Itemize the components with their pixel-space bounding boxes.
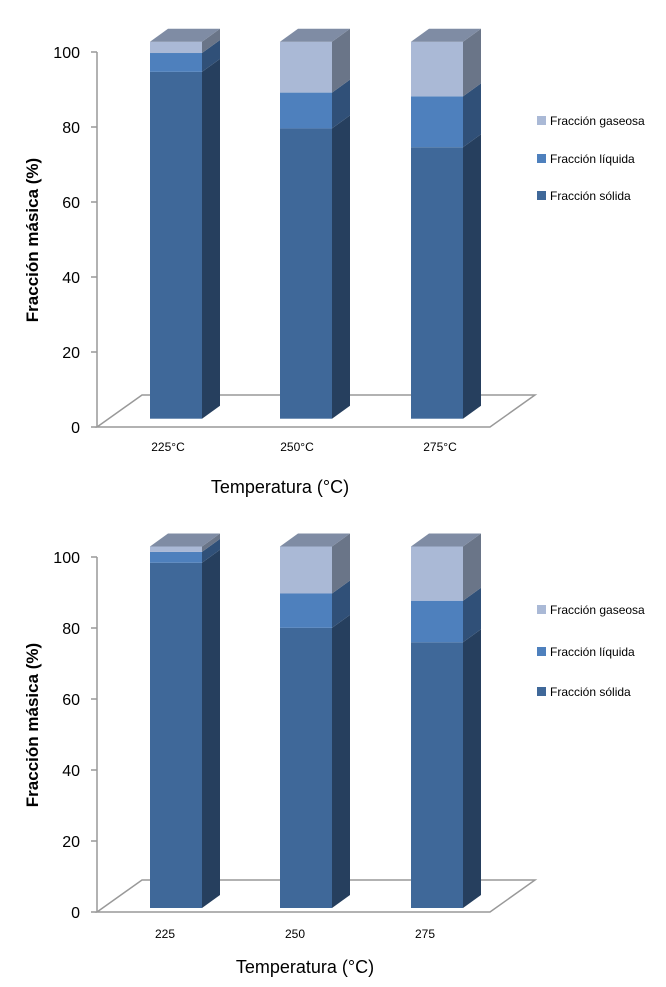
legend-swatch — [537, 116, 546, 125]
bar-segment-0 — [280, 627, 332, 908]
bar-top — [150, 533, 220, 547]
chart-floor — [94, 879, 538, 913]
x-tick-label: 275 — [415, 927, 435, 941]
bar-top — [150, 28, 220, 42]
bar-segment-1 — [280, 92, 332, 129]
bar-segment-2 — [411, 546, 463, 601]
bar-side-2 — [463, 28, 481, 97]
y-tick-label: 20 — [62, 345, 80, 362]
bar-side-0 — [202, 58, 220, 419]
y-tick-label: 20 — [62, 834, 80, 851]
legend-label: Fracción sólida — [550, 685, 631, 699]
bar-top — [411, 28, 481, 42]
bar-side-2 — [202, 533, 220, 552]
x-axis-title: Temperatura (°C) — [211, 477, 349, 497]
legend-swatch — [537, 605, 546, 614]
x-tick-label: 250 — [285, 927, 305, 941]
x-tick-label: 225°C — [151, 440, 185, 454]
bar-side-0 — [332, 614, 350, 908]
bar-side-1 — [463, 83, 481, 148]
x-tick-label: 275°C — [423, 440, 457, 454]
bar-segment-1 — [150, 551, 202, 563]
bar-side-1 — [332, 79, 350, 129]
bar-side-2 — [332, 533, 350, 594]
bar-top — [280, 533, 350, 547]
y-tick-label: 40 — [62, 270, 80, 287]
bar-top — [280, 28, 350, 42]
bar-top — [411, 533, 481, 547]
x-tick-label: 250°C — [280, 440, 314, 454]
chart-floor — [94, 394, 538, 428]
x-tick-label: 225 — [155, 927, 175, 941]
bar-side-1 — [202, 538, 220, 563]
legend-label: Fracción sólida — [550, 189, 631, 203]
y-tick-label: 100 — [53, 45, 80, 62]
y-tick-label: 0 — [71, 420, 80, 437]
legend-swatch — [537, 154, 546, 163]
bar-side-0 — [463, 629, 481, 908]
bar-segment-2 — [150, 41, 202, 54]
bar-segment-1 — [411, 600, 463, 643]
bar-segment-1 — [411, 96, 463, 148]
bar-segment-2 — [150, 546, 202, 552]
bar-segment-0 — [411, 642, 463, 908]
y-tick-label: 60 — [62, 195, 80, 212]
legend-label: Fracción líquida — [550, 152, 635, 166]
bar-segment-0 — [150, 562, 202, 908]
legend-label: Fracción gaseosa — [550, 603, 645, 617]
bar-side-2 — [202, 28, 220, 54]
bar-side-1 — [463, 587, 481, 643]
bar-segment-2 — [411, 41, 463, 97]
legend-swatch — [537, 687, 546, 696]
y-tick-label: 40 — [62, 763, 80, 780]
x-axis-title: Temperatura (°C) — [236, 957, 374, 977]
y-axis-title: Fracción másica (%) — [23, 643, 42, 807]
bar-side-0 — [202, 549, 220, 908]
chart-2: 0 20 40 60 80 100 225 250 275 Temperatura (°C) Fra… — [23, 533, 645, 977]
bar-side-2 — [332, 28, 350, 93]
legend-swatch — [537, 191, 546, 200]
legend-label: Fracción gaseosa — [550, 114, 645, 128]
bar-segment-0 — [411, 147, 463, 419]
bar-segment-0 — [150, 71, 202, 419]
bar-side-2 — [463, 533, 481, 601]
chart-1: 0 20 40 60 80 100 225°C 250°C 275°C Temperatura (… — [23, 28, 645, 497]
bar-segment-2 — [280, 546, 332, 594]
bar-segment-1 — [280, 593, 332, 628]
bar-side-1 — [332, 580, 350, 628]
legend-label: Fracción líquida — [550, 645, 635, 659]
legend-swatch — [537, 647, 546, 656]
y-tick-label: 60 — [62, 692, 80, 709]
y-tick-label: 100 — [53, 550, 80, 567]
y-tick-label: 80 — [62, 120, 80, 137]
y-tick-label: 80 — [62, 621, 80, 638]
bar-segment-0 — [280, 128, 332, 419]
y-axis-title: Fracción másica (%) — [23, 158, 42, 322]
bar-side-0 — [332, 115, 350, 419]
bar-side-0 — [463, 134, 481, 419]
bar-segment-1 — [150, 53, 202, 72]
bar-segment-2 — [280, 41, 332, 93]
bar-side-1 — [202, 40, 220, 72]
y-tick-label: 0 — [71, 905, 80, 922]
